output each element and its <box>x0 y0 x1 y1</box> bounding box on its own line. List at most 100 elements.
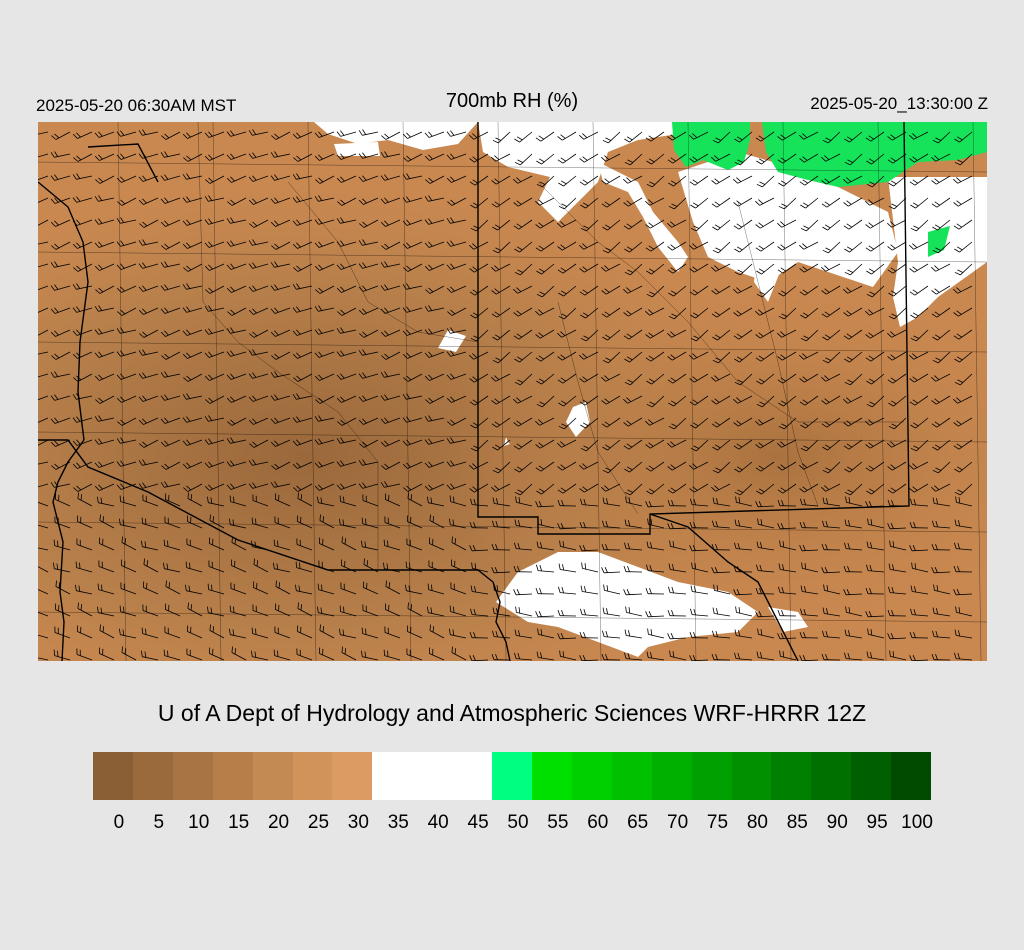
wind-barb <box>336 373 357 380</box>
wind-barb <box>116 285 137 293</box>
wind-barb <box>55 580 71 595</box>
wind-barb <box>888 395 907 407</box>
wind-barb <box>38 524 49 529</box>
wind-barb <box>954 483 973 496</box>
wind-barb <box>953 439 973 450</box>
wind-barb <box>358 459 379 466</box>
wind-barb <box>380 481 401 488</box>
wind-barb <box>138 395 159 402</box>
wind-barb <box>358 482 379 489</box>
wind-barb <box>99 624 115 639</box>
wind-barb <box>336 285 357 293</box>
wind-barb <box>580 608 599 617</box>
wind-barb <box>755 197 775 206</box>
wind-barb <box>492 131 511 144</box>
wind-barb <box>579 175 599 186</box>
wind-barb <box>756 285 775 298</box>
wind-barb <box>50 481 71 488</box>
wind-barb <box>226 350 247 357</box>
wind-barb <box>866 564 885 573</box>
wind-barb <box>557 523 577 530</box>
wind-barb <box>667 523 687 530</box>
wind-barb <box>381 241 401 250</box>
wind-barb <box>471 562 489 573</box>
wind-barb <box>336 153 357 160</box>
wind-barb <box>292 416 313 423</box>
wind-barb <box>248 482 269 489</box>
wind-barb <box>75 584 93 595</box>
wind-barb <box>602 461 621 474</box>
wind-barb <box>50 439 71 447</box>
wind-barb <box>690 197 709 209</box>
wind-barb <box>270 417 291 424</box>
wind-barb <box>624 629 643 639</box>
wind-barb <box>359 219 379 228</box>
wind-barb <box>954 241 973 253</box>
wind-barb <box>711 175 731 185</box>
wind-barb <box>777 499 797 507</box>
wind-barb <box>470 585 489 595</box>
county-boundary <box>972 122 982 661</box>
wind-barb <box>51 131 71 140</box>
wind-barb <box>535 351 555 362</box>
wind-barb <box>514 542 533 551</box>
wind-barb <box>271 351 291 360</box>
wind-barb <box>514 263 533 276</box>
wind-barb <box>446 240 467 247</box>
wind-barb <box>623 307 643 317</box>
wind-barb <box>293 483 313 492</box>
wind-barb <box>186 648 203 661</box>
wind-barb <box>558 395 577 407</box>
wind-barb <box>363 581 379 595</box>
wind-barb <box>72 219 93 226</box>
wind-barb <box>535 131 555 142</box>
wind-barb <box>252 604 269 617</box>
wind-barb <box>690 608 709 617</box>
wind-barb <box>492 461 511 474</box>
wind-barb <box>580 329 599 342</box>
wind-barb <box>954 153 973 166</box>
wind-barb <box>712 630 731 639</box>
wind-barb <box>734 153 753 166</box>
wind-barb <box>72 131 93 139</box>
wind-barb <box>451 536 467 551</box>
moist-patch-northeast <box>678 152 898 287</box>
wind-barb <box>339 605 357 617</box>
rh-map-canvas <box>38 122 987 661</box>
wind-barb <box>449 628 467 639</box>
wind-barb <box>777 373 797 384</box>
wind-barb <box>429 514 445 529</box>
wind-barb <box>536 175 555 188</box>
wind-barb <box>165 493 181 507</box>
colorbar-tick-label: 95 <box>866 812 888 833</box>
wind-barb <box>536 153 555 165</box>
wind-barb <box>491 285 511 295</box>
wind-barb <box>689 461 709 470</box>
wind-barb <box>601 417 621 428</box>
wind-barb <box>143 558 159 573</box>
county-boundary <box>687 122 697 661</box>
wind-barb <box>844 241 863 253</box>
wind-barb <box>50 219 71 227</box>
wind-barb <box>358 175 379 182</box>
wind-barb <box>229 495 247 507</box>
wind-barb <box>823 584 841 595</box>
wind-barb <box>227 197 247 206</box>
wind-barb <box>142 494 159 507</box>
wind-barb <box>757 628 775 639</box>
wind-barb <box>274 626 291 639</box>
wind-barb <box>358 417 379 425</box>
wind-barb <box>469 461 489 470</box>
wind-barb <box>50 151 71 158</box>
wind-barb <box>95 285 115 294</box>
wind-barb <box>226 130 247 137</box>
colorbar-tick-label: 40 <box>427 812 449 833</box>
wind-barb <box>231 536 247 551</box>
wind-barb <box>182 351 203 359</box>
wind-barb <box>447 197 467 206</box>
wind-barb <box>55 493 71 507</box>
wind-barb <box>385 493 401 507</box>
wind-barb <box>252 494 269 507</box>
wind-barb <box>314 461 335 468</box>
wind-barb <box>38 501 49 507</box>
